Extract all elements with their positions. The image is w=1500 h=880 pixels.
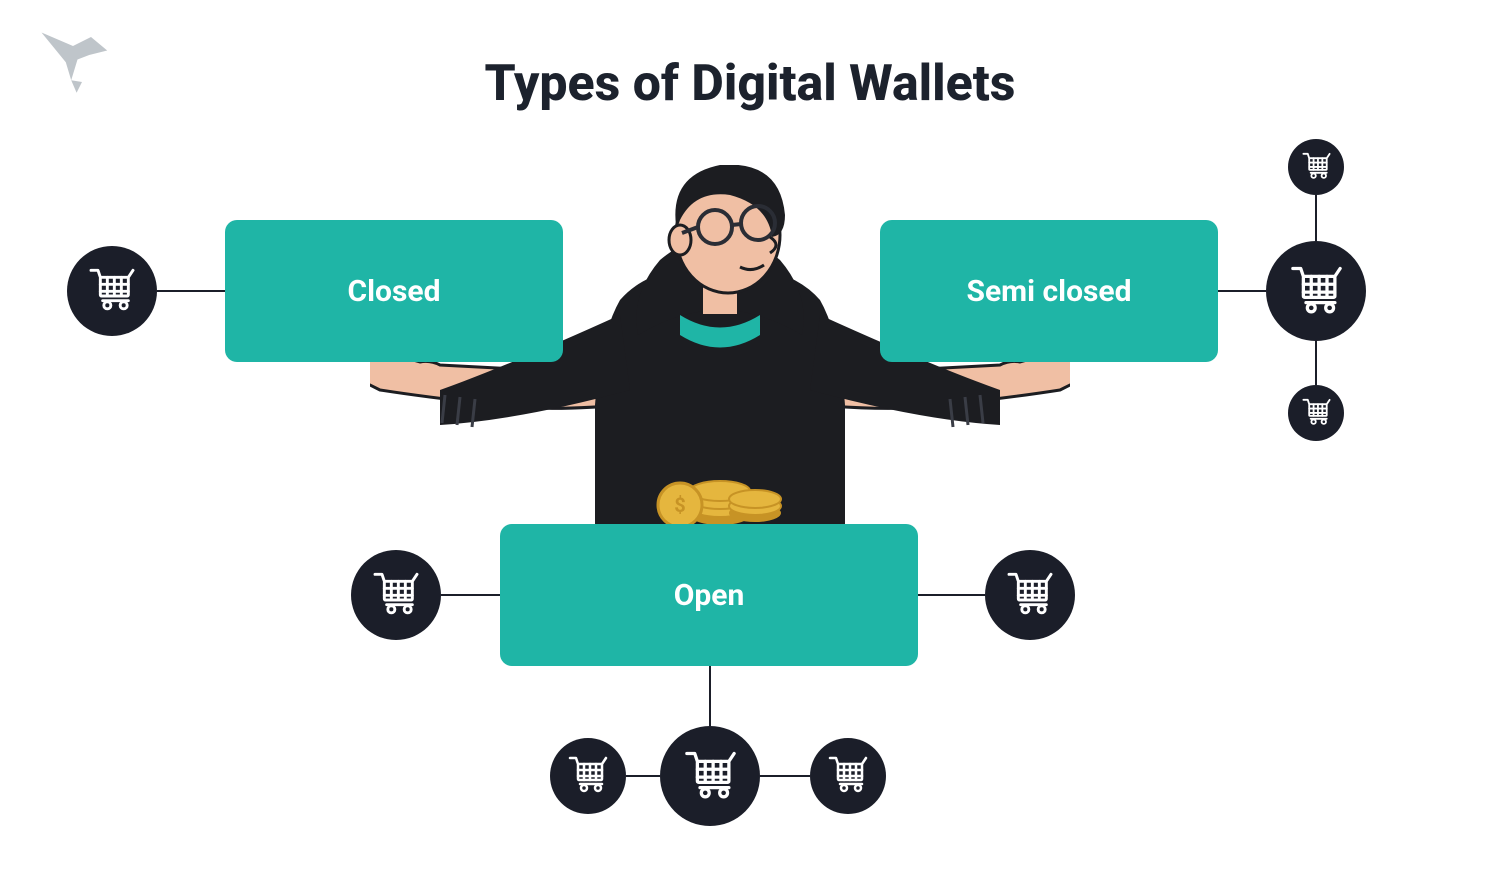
- cart-icon: [1285, 258, 1348, 325]
- connector-line: [1315, 341, 1317, 385]
- connector-line: [918, 594, 985, 596]
- cart-node-open_b_center: [660, 726, 760, 826]
- cart-icon: [1002, 565, 1058, 625]
- cart-icon: [1299, 148, 1334, 187]
- semiclosed-box: Semi closed: [880, 220, 1218, 362]
- semiclosed-label: Semi closed: [966, 274, 1131, 309]
- page-title: Types of Digital Wallets: [0, 55, 1500, 113]
- cart-node-open_b_left: [550, 738, 626, 814]
- connector-line: [157, 290, 225, 292]
- svg-text:$: $: [674, 493, 685, 517]
- closed-box: Closed: [225, 220, 563, 362]
- cart-icon: [84, 261, 140, 321]
- cart-node-open_left: [351, 550, 441, 640]
- cart-node-open_b_right: [810, 738, 886, 814]
- open-box: Open: [500, 524, 918, 666]
- closed-label: Closed: [347, 274, 440, 309]
- title-text: Types of Digital Wallets: [485, 55, 1016, 113]
- cart-icon: [679, 743, 742, 810]
- cart-node-semi_top: [1288, 139, 1344, 195]
- cart-node-closed_1: [67, 246, 157, 336]
- connector-line: [626, 775, 660, 777]
- cart-icon: [824, 750, 872, 802]
- cart-node-semi_bot: [1288, 385, 1344, 441]
- connector-line: [760, 775, 810, 777]
- connector-line: [709, 666, 711, 726]
- open-label: Open: [674, 578, 745, 613]
- cart-node-open_right: [985, 550, 1075, 640]
- cart-icon: [564, 750, 612, 802]
- connector-line: [441, 594, 500, 596]
- cart-icon: [368, 565, 424, 625]
- connector-line: [1315, 195, 1317, 241]
- infographic-canvas: Types of Digital Wallets: [0, 0, 1500, 880]
- connector-line: [1218, 290, 1266, 292]
- cart-node-semi_mid: [1266, 241, 1366, 341]
- cart-icon: [1299, 394, 1334, 433]
